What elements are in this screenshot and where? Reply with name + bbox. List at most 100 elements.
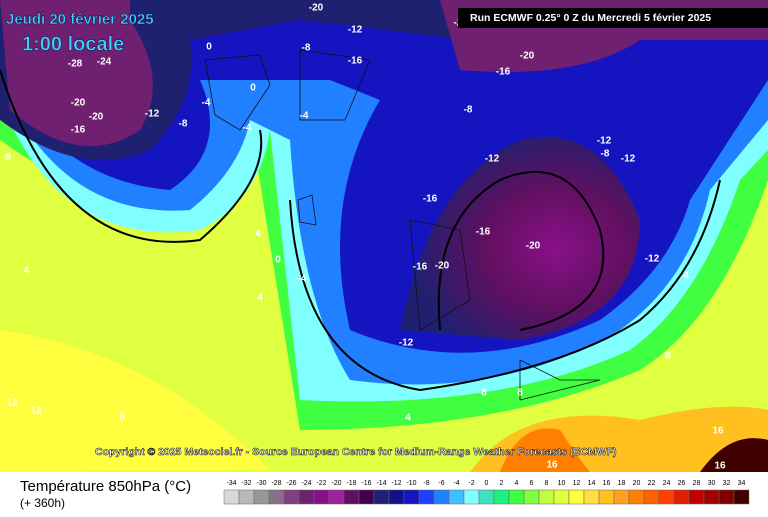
- contour-label: 8: [517, 388, 523, 399]
- scale-label: 20: [633, 480, 641, 487]
- scale-swatch: [523, 489, 540, 505]
- contour-label: -12: [597, 136, 612, 147]
- time: 1:00 locale: [22, 33, 124, 55]
- scale-swatch: [718, 489, 735, 505]
- scale-swatch: [328, 489, 345, 505]
- date: Jeudi 20 février 2025: [6, 11, 154, 28]
- scale-swatch: [448, 489, 465, 505]
- scale-label: 6: [530, 480, 534, 487]
- contour-label: 0: [250, 83, 256, 94]
- contour-label: -20: [71, 98, 86, 109]
- contour-label: -8: [302, 43, 311, 54]
- legend-title: Température 850hPa (°C): [20, 478, 191, 495]
- scale-swatch: [223, 489, 240, 505]
- contour-label: 8: [481, 388, 487, 399]
- scale-swatch: [598, 489, 615, 505]
- scale-swatch: [343, 489, 360, 505]
- contour-label: -4: [202, 98, 211, 109]
- contour-label: -16: [413, 262, 428, 273]
- contour-label: -8: [464, 105, 473, 116]
- scale-label: 0: [485, 480, 489, 487]
- contour-label: 4: [683, 271, 689, 282]
- contour-label: -16: [423, 194, 438, 205]
- contour-label: -12: [621, 154, 636, 165]
- contour-label: -12: [399, 338, 414, 349]
- color-scale: -34 -32 -30 -28 -26 -24 -22 -20 -18 -16 -14 -12 -10-…: [223, 480, 750, 505]
- scale-label: -34: [226, 480, 236, 487]
- scale-label: -28: [271, 480, 281, 487]
- scale-swatch: [313, 489, 330, 505]
- run-banner: [458, 8, 768, 28]
- contour-label: -20: [520, 51, 535, 62]
- contour-label: 16: [714, 461, 726, 472]
- contour-label: -20: [309, 3, 324, 14]
- scale-label: 18: [618, 480, 626, 487]
- contour-label: -12: [145, 109, 160, 120]
- scale-swatch: [418, 489, 435, 505]
- scale-label: 30: [708, 480, 716, 487]
- scale-label: -6: [438, 480, 444, 487]
- scale-swatch: [298, 489, 315, 505]
- contour-label: 4: [23, 266, 29, 277]
- scale-swatch: [688, 489, 705, 505]
- contour-label: -24: [97, 57, 112, 68]
- contour-label: -12: [485, 154, 500, 165]
- contour-label: -16: [348, 56, 363, 67]
- map-field: [0, 0, 768, 472]
- scale-swatch: [733, 489, 750, 505]
- scale-swatch: [463, 489, 480, 505]
- contour-label: 12: [30, 406, 42, 417]
- scale-label: -12: [391, 480, 401, 487]
- scale-label: -20: [331, 480, 341, 487]
- forecast-lead: (+ 360h): [20, 496, 65, 510]
- contour-label: 16: [712, 426, 724, 437]
- contour-label: -16: [71, 125, 86, 136]
- scale-label: 14: [588, 480, 596, 487]
- scale-label: 22: [648, 480, 656, 487]
- scale-swatch: [478, 489, 495, 505]
- scale-swatch: [628, 489, 645, 505]
- scale-swatch: [493, 489, 510, 505]
- contour-label: -20: [526, 241, 541, 252]
- scale-label: 12: [573, 480, 581, 487]
- scale-label: 4: [515, 480, 519, 487]
- contour-label: 4: [405, 413, 411, 424]
- scale-swatch: [583, 489, 600, 505]
- scale-label: -32: [241, 480, 251, 487]
- scale-label: 34: [738, 480, 746, 487]
- contour-label: -12: [348, 25, 363, 36]
- contour-label: -8: [601, 149, 610, 160]
- scale-swatch: [673, 489, 690, 505]
- scale-swatch: [238, 489, 255, 505]
- scale-label: 10: [558, 480, 566, 487]
- contour-label: -28: [68, 59, 83, 70]
- contour-label: 4: [257, 293, 263, 304]
- scale-swatch: [508, 489, 525, 505]
- contour-label: -20: [89, 112, 104, 123]
- scale-swatch: [613, 489, 630, 505]
- scale-label: 16: [603, 480, 611, 487]
- contour-label: 8: [119, 412, 125, 423]
- contour-labels: -28 -24-20-20-16-12-8-40-40-4-8-12-16-20-…: [5, 3, 726, 472]
- scale-swatch: [433, 489, 450, 505]
- copyright: Copyright © 2025 Meteociel.fr - Source E…: [95, 446, 617, 458]
- scale-swatch: [568, 489, 585, 505]
- contour-label: 4: [255, 229, 261, 240]
- scale-label: -8: [423, 480, 429, 487]
- contour-label: 0: [275, 255, 281, 266]
- scale-label: -10: [406, 480, 416, 487]
- scale-label: -14: [376, 480, 386, 487]
- scale-swatch: [553, 489, 570, 505]
- contour-label: -16: [476, 227, 491, 238]
- scale-swatch: [283, 489, 300, 505]
- scale-label: -16: [361, 480, 371, 487]
- contour-label: 12: [6, 398, 18, 409]
- scale-label: 8: [545, 480, 549, 487]
- scale-label: -2: [468, 480, 474, 487]
- scale-swatch: [388, 489, 405, 505]
- scale-label: 24: [663, 480, 671, 487]
- contour-label: -4: [243, 123, 252, 134]
- run-info: Run ECMWF 0.25° 0 Z du Mercredi 5 févrie…: [470, 12, 711, 24]
- contour-label: -20: [435, 261, 450, 272]
- scale-swatch: [403, 489, 420, 505]
